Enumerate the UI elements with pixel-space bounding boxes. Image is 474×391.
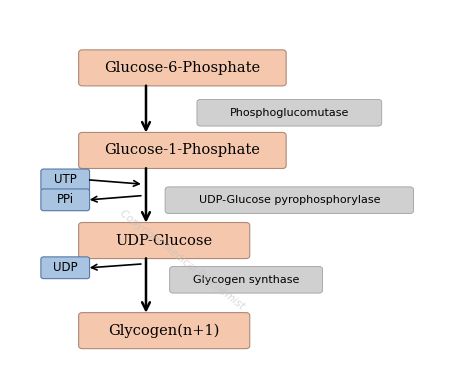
FancyBboxPatch shape (197, 99, 382, 126)
FancyBboxPatch shape (79, 313, 250, 349)
Text: Glycogen(n+1): Glycogen(n+1) (109, 323, 220, 338)
Text: Glycogen synthase: Glycogen synthase (193, 275, 299, 285)
Text: UDP: UDP (53, 261, 78, 274)
Text: Copyright Medical Biochemist: Copyright Medical Biochemist (118, 208, 246, 311)
FancyBboxPatch shape (79, 222, 250, 258)
Text: Phosphoglucomutase: Phosphoglucomutase (229, 108, 349, 118)
FancyBboxPatch shape (79, 50, 286, 86)
FancyBboxPatch shape (79, 133, 286, 169)
FancyBboxPatch shape (170, 266, 322, 293)
Text: Glucose-6-Phosphate: Glucose-6-Phosphate (104, 61, 260, 75)
Text: Glucose-1-Phosphate: Glucose-1-Phosphate (104, 143, 260, 158)
Text: UDP-Glucose: UDP-Glucose (116, 233, 213, 248)
FancyBboxPatch shape (41, 189, 90, 211)
Text: UDP-Glucose pyrophosphorylase: UDP-Glucose pyrophosphorylase (199, 195, 380, 205)
FancyBboxPatch shape (165, 187, 413, 213)
FancyBboxPatch shape (41, 169, 90, 191)
FancyBboxPatch shape (41, 257, 90, 279)
Text: PPi: PPi (57, 193, 74, 206)
Text: UTP: UTP (54, 174, 77, 187)
